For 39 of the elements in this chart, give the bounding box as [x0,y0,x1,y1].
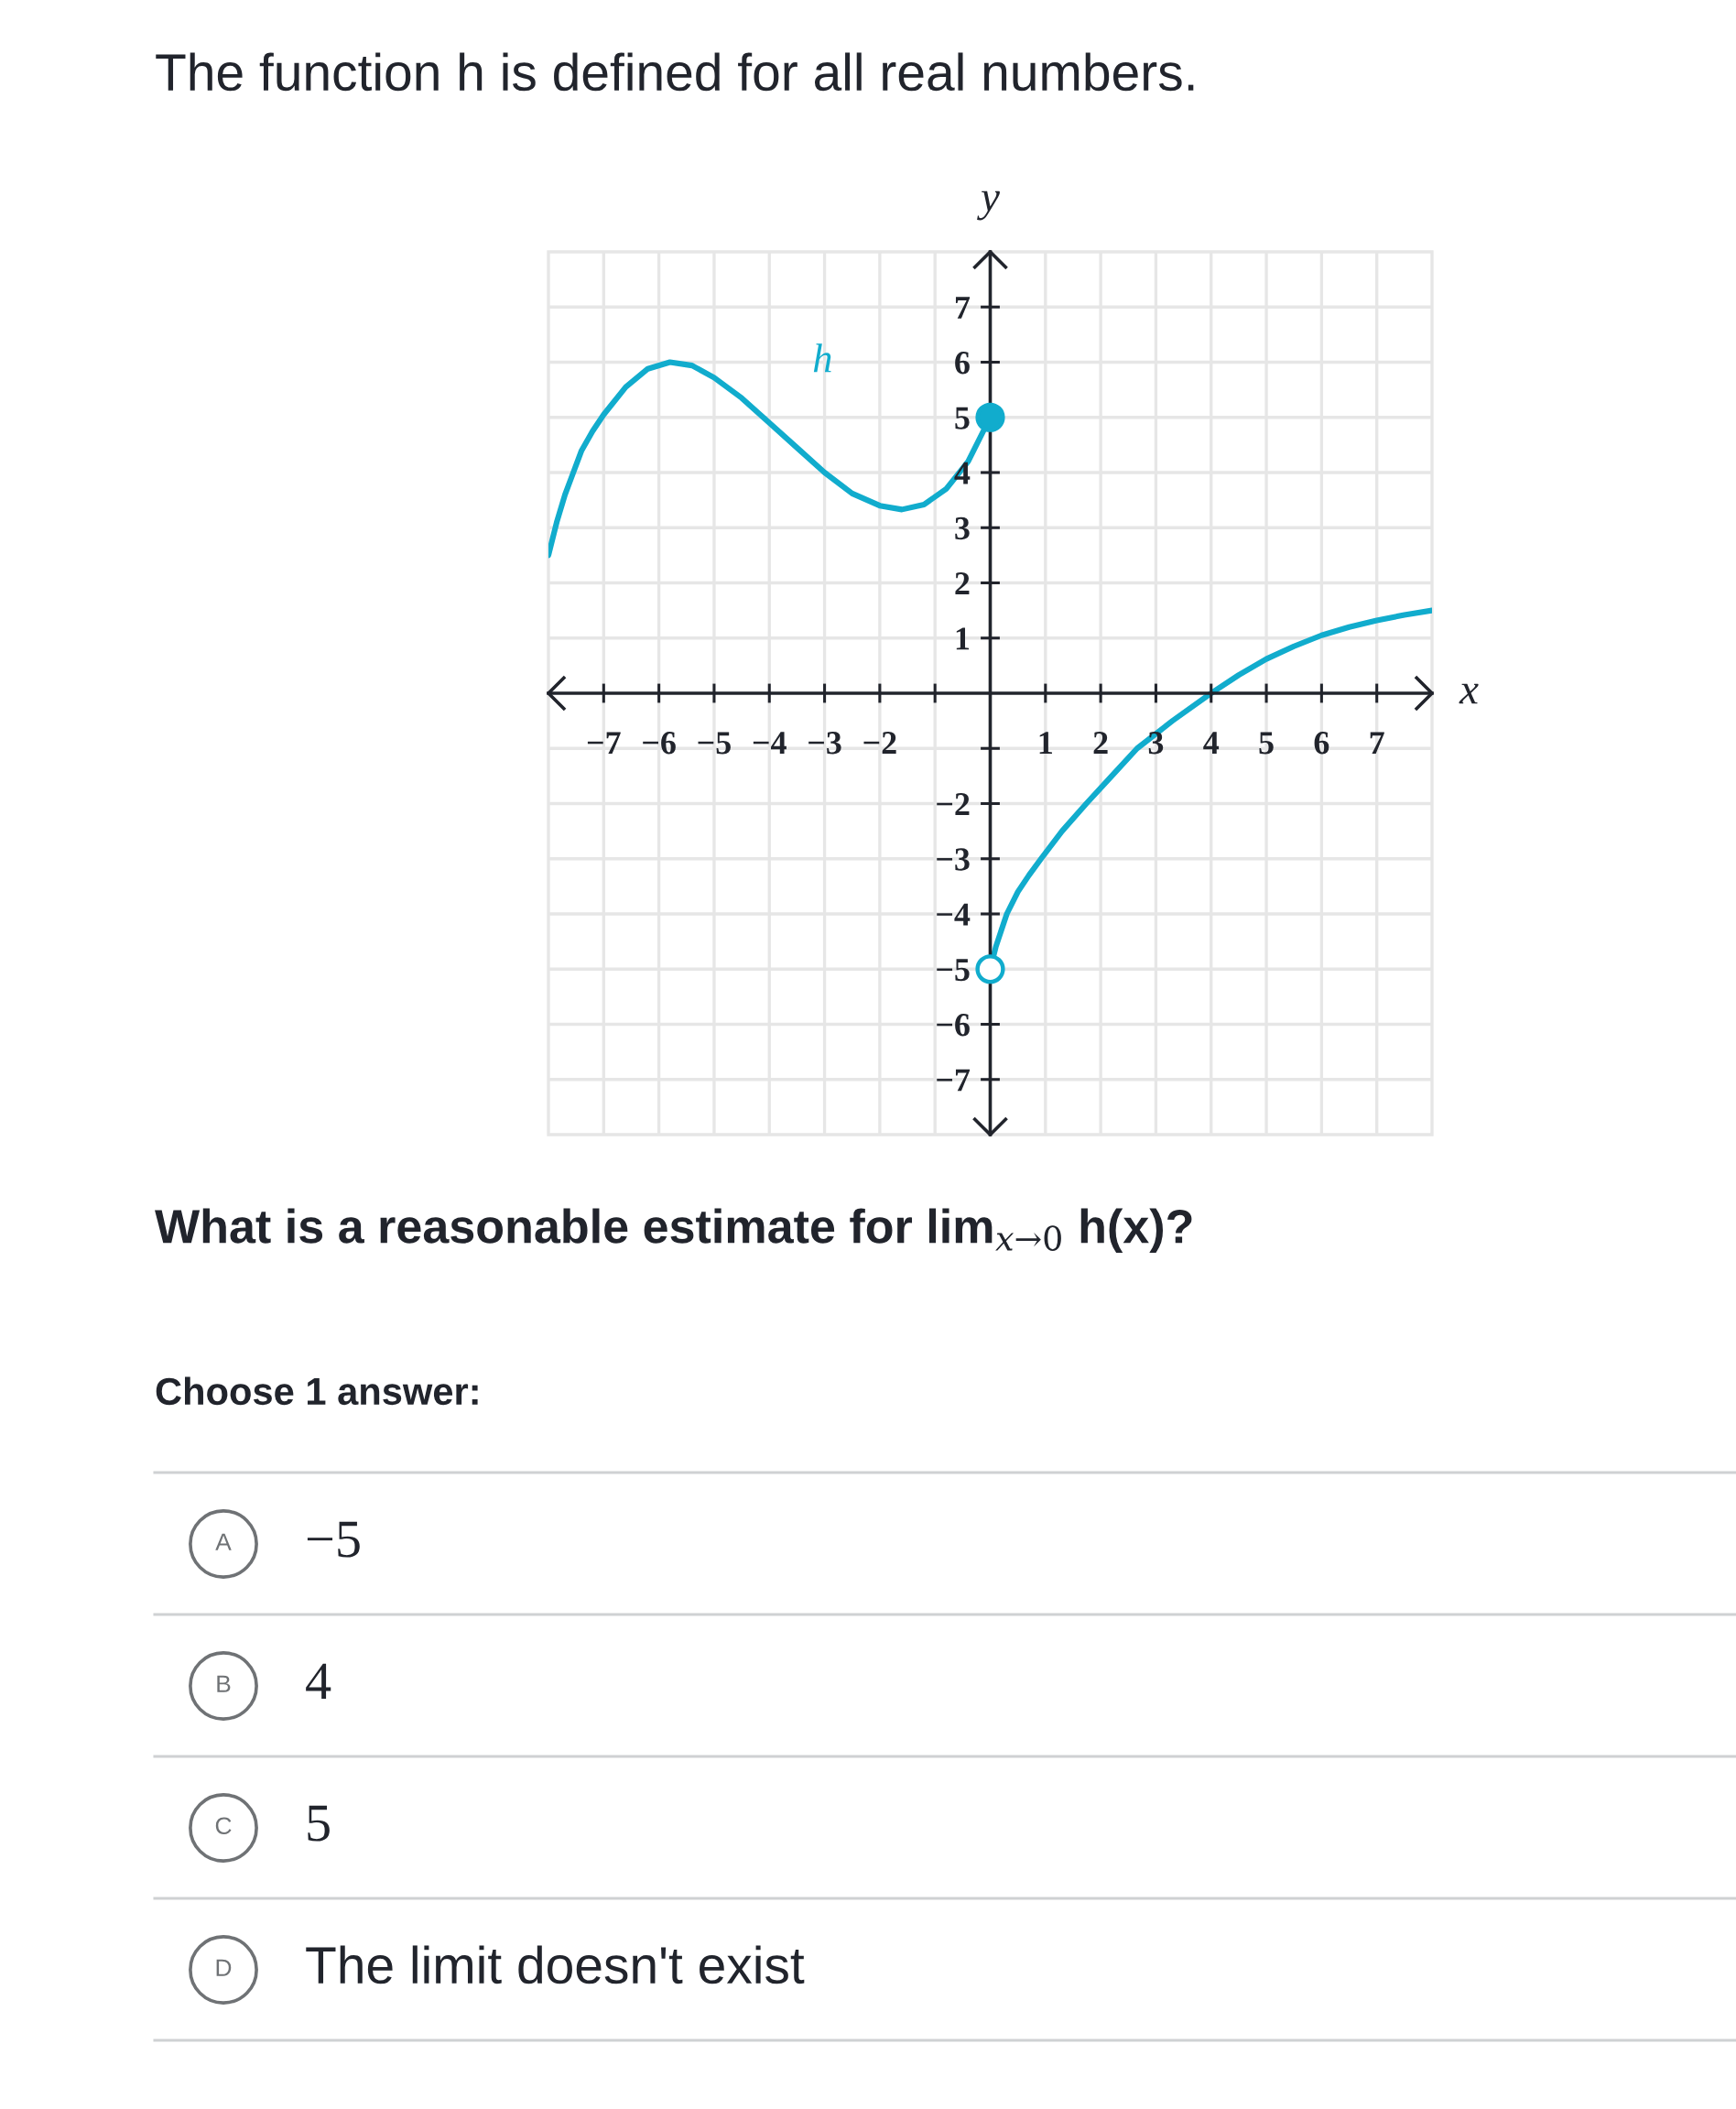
x-tick-label: −5 [698,732,731,755]
x-tick-label: −3 [808,732,841,755]
x-axis-title: x [1459,683,1479,704]
y-tick-label: −5 [937,959,970,982]
y-tick-label: −2 [937,793,970,816]
chart-title: The function h is defined for all real numbers. [156,52,1194,92]
y-tick-label: 7 [955,297,971,319]
series-label: h [813,343,831,373]
text: A [215,1533,232,1550]
y-tick-label: 1 [956,627,970,650]
text: −5 [307,1521,360,1558]
y-tick-label: −7 [937,1069,971,1092]
text: 4 [306,1663,331,1700]
x-tick-label: 4 [1203,732,1220,755]
text: What is a reasonable estimate for lim$_{x→0}$ h(x)? [155,1208,1192,1254]
y-tick-label: 5 [955,407,970,429]
x-tick-label: 6 [1314,732,1329,755]
y-axis-title: y [977,190,1000,221]
text: D [216,1959,232,1976]
y-tick-label: −6 [937,1014,970,1037]
text: 5 [308,1805,330,1842]
x-tick-label: 2 [1093,732,1108,755]
text: The limit doesn't exist [306,1945,805,1984]
x-tick-label: 5 [1259,732,1274,755]
y-tick-label: 6 [955,352,970,375]
x-tick-label: −7 [587,732,621,755]
x-tick-label: −2 [863,732,896,755]
y-tick-label: 3 [955,516,970,540]
text: C [215,1817,232,1835]
x-tick-label: −4 [753,732,787,755]
x-tick-label: −6 [643,732,676,755]
y-tick-label: −3 [937,848,970,871]
y-tick-label: 2 [955,572,970,595]
y-tick-label: −4 [937,903,971,926]
x-tick-label: 7 [1370,732,1384,755]
x-tick-label: 1 [1039,732,1052,755]
text: B [217,1675,231,1692]
x-tick-label: 3 [1148,732,1164,755]
text: Choose 1 answer: [156,1376,478,1406]
